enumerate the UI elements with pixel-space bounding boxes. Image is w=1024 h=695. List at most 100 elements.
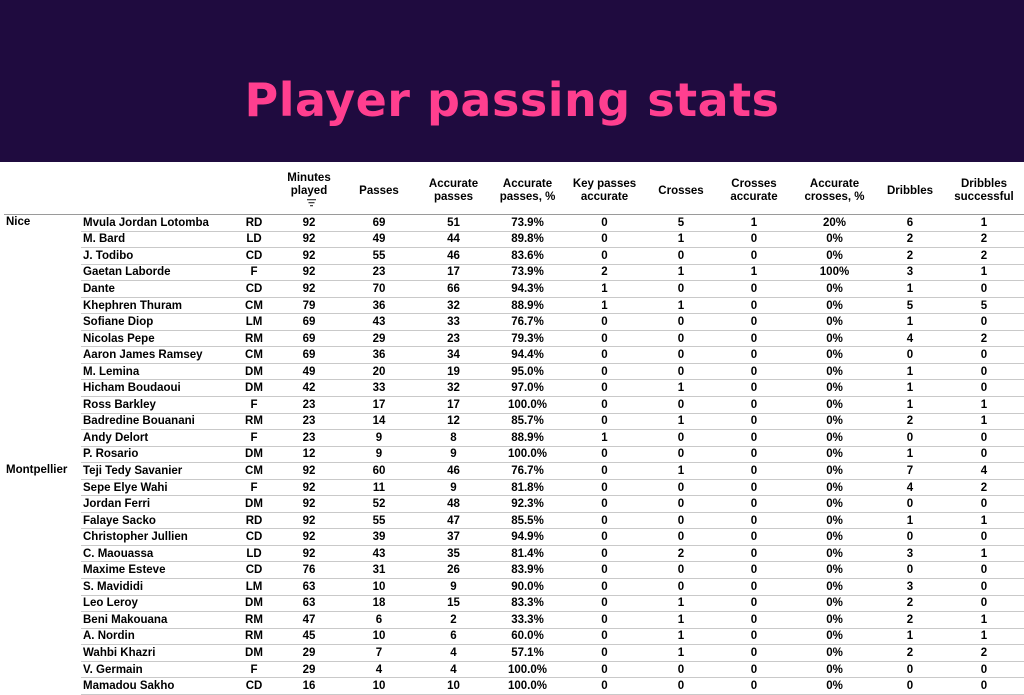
table-row[interactable]: Falaye Sacko RD 92 55 47 85.5% 0 0 0 0% 1 1	[4, 512, 1024, 530]
table-row[interactable]: M. Bard LD 92 49 44 89.8% 0 1 0 0% 2 2	[4, 231, 1024, 249]
stat-cell: 33	[344, 379, 414, 398]
table-row[interactable]: Montpellier Teji Tedy Savanier CM 92 60 46 76.…	[4, 462, 1024, 480]
column-header[interactable]: Dribbles	[876, 168, 944, 215]
table-row[interactable]: Aaron James Ramsey CM 69 36 34 94.4% 0 0 0 0% 0 0	[4, 346, 1024, 364]
stat-cell: 0	[715, 413, 793, 431]
position-cell: F	[234, 429, 274, 447]
stat-cell: 32	[414, 379, 493, 398]
column-header[interactable]: Accurate passes, %	[493, 168, 562, 215]
stat-cell: 9	[414, 479, 493, 497]
stat-cell: 63	[274, 595, 344, 613]
stat-cell: 5	[944, 297, 1024, 315]
stat-cell: 0	[715, 379, 793, 398]
player-name: C. Maouassa	[81, 545, 234, 563]
table-row[interactable]: A. Nordin RM 45 10 6 60.0% 0 1 0 0% 1 1	[4, 628, 1024, 646]
stat-cell: 0	[562, 396, 647, 414]
position-cell: F	[234, 479, 274, 497]
column-header[interactable]: Passes	[344, 168, 414, 215]
table-row[interactable]: Leo Leroy DM 63 18 15 83.3% 0 1 0 0% 2 0	[4, 595, 1024, 613]
table-row[interactable]: Maxime Esteve CD 76 31 26 83.9% 0 0 0 0% 0 0	[4, 561, 1024, 580]
stat-cell: 23	[344, 264, 414, 282]
table-row[interactable]: Khephren Thuram CM 79 36 32 88.9% 1 1 0 0% 5 5	[4, 297, 1024, 315]
table-row[interactable]: Nicolas Pepe RM 69 29 23 79.3% 0 0 0 0% 4 2	[4, 330, 1024, 348]
column-header[interactable]: Crosses accurate	[715, 168, 793, 215]
table-row[interactable]: Jordan Ferri DM 92 52 48 92.3% 0 0 0 0% 0 0	[4, 495, 1024, 513]
stat-cell: 1	[647, 413, 715, 431]
stat-cell: 0%	[793, 611, 876, 629]
stat-cell: 5	[876, 297, 944, 315]
table-row[interactable]: Wahbi Khazri DM 29 7 4 57.1% 0 1 0 0% 2 2	[4, 644, 1024, 662]
table-row[interactable]: Dante CD 92 70 66 94.3% 1 0 0 0% 1 0	[4, 280, 1024, 298]
sort-descending-icon[interactable]	[306, 198, 316, 207]
stat-cell: 0	[715, 661, 793, 679]
table-row[interactable]: Badredine Bouanani RM 23 14 12 85.7% 0 1 0 0% 2 1	[4, 413, 1024, 431]
stat-cell: 0	[562, 561, 647, 580]
stat-cell: 32	[414, 297, 493, 315]
player-name: Ross Barkley	[81, 396, 234, 414]
stat-cell: 0	[944, 595, 1024, 613]
stat-cell: 0	[715, 677, 793, 695]
column-header[interactable]: Accurate passes	[414, 168, 493, 215]
stat-cell: 73.9%	[493, 264, 562, 282]
table-row[interactable]: Mamadou Sakho CD 16 10 10 100.0% 0 0 0 0% 0 0	[4, 677, 1024, 695]
player-name: Sofiane Diop	[81, 313, 234, 331]
stat-cell: 1	[715, 214, 793, 232]
position-cell: F	[234, 264, 274, 282]
stat-cell: 69	[274, 313, 344, 331]
stat-cell: 0%	[793, 446, 876, 464]
position-cell: LD	[234, 231, 274, 249]
stat-cell: 1	[647, 611, 715, 629]
stat-cell: 85.7%	[493, 413, 562, 431]
stat-cell: 92	[274, 495, 344, 513]
stat-cell: 42	[274, 379, 344, 398]
table-row[interactable]: S. Mavididi LM 63 10 9 90.0% 0 0 0 0% 3 0	[4, 578, 1024, 596]
table-row[interactable]: Nice Mvula Jordan Lotomba RD 92 69 51 73.9% 0 5 1…	[4, 214, 1024, 232]
table-row[interactable]: M. Lemina DM 49 20 19 95.0% 0 0 0 0% 1 0	[4, 363, 1024, 381]
stat-cell: 1	[876, 379, 944, 398]
stat-cell: 19	[414, 363, 493, 381]
stat-cell: 7	[876, 462, 944, 480]
table-row[interactable]: Christopher Jullien CD 92 39 37 94.9% 0 0 0 0% 0 0	[4, 528, 1024, 546]
stat-cell: 0	[715, 611, 793, 629]
column-header[interactable]: Dribbles successful	[944, 168, 1024, 215]
stat-cell: 94.4%	[493, 346, 562, 364]
stat-cell: 0	[562, 379, 647, 398]
table-row[interactable]: C. Maouassa LD 92 43 35 81.4% 0 2 0 0% 3 1	[4, 545, 1024, 563]
stat-cell: 0%	[793, 231, 876, 249]
table-row[interactable]: Sofiane Diop LM 69 43 33 76.7% 0 0 0 0% 1 0	[4, 313, 1024, 331]
stat-cell: 1	[647, 297, 715, 315]
stat-cell: 20%	[793, 214, 876, 232]
stat-cell: 33.3%	[493, 611, 562, 629]
stat-cell: 0	[944, 495, 1024, 513]
table-row[interactable]: Sepe Elye Wahi F 92 11 9 81.8% 0 0 0 0% 4 2	[4, 479, 1024, 497]
table-row[interactable]: P. Rosario DM 12 9 9 100.0% 0 0 0 0% 1 0	[4, 446, 1024, 464]
table-row[interactable]: Ross Barkley F 23 17 17 100.0% 0 0 0 0% 1 1	[4, 396, 1024, 414]
table-row[interactable]: Gaetan Laborde F 92 23 17 73.9% 2 1 1 100% 3 1	[4, 264, 1024, 282]
stat-cell: 0	[647, 677, 715, 695]
table-row[interactable]: Andy Delort F 23 9 8 88.9% 1 0 0 0% 0 0	[4, 429, 1024, 447]
stat-cell: 51	[414, 214, 493, 232]
stat-cell: 0%	[793, 677, 876, 695]
stat-cell: 26	[414, 561, 493, 580]
player-name: Gaetan Laborde	[81, 264, 234, 282]
stat-cell: 0	[562, 512, 647, 530]
table-row[interactable]: V. Germain F 29 4 4 100.0% 0 0 0 0% 0 0	[4, 661, 1024, 679]
stat-cell: 88.9%	[493, 297, 562, 315]
column-header[interactable]: Accurate crosses, %	[793, 168, 876, 215]
table-row[interactable]: Hicham Boudaoui DM 42 33 32 97.0% 0 1 0 0% 1 0	[4, 379, 1024, 398]
stat-cell: 23	[414, 330, 493, 348]
position-cell: CM	[234, 297, 274, 315]
player-name: Christopher Jullien	[81, 528, 234, 546]
table-row[interactable]: J. Todibo CD 92 55 46 83.6% 0 0 0 0% 2 2	[4, 247, 1024, 265]
column-header[interactable]: Minutes played	[274, 168, 344, 215]
table-row[interactable]: Beni Makouana RM 47 6 2 33.3% 0 1 0 0% 2 1	[4, 611, 1024, 629]
stat-cell: 0	[715, 446, 793, 464]
stats-sheet: Minutes played Passes Accurate passes Ac…	[0, 162, 1024, 695]
stat-cell: 46	[414, 247, 493, 265]
team-name: Montpellier	[6, 463, 68, 476]
player-name: M. Lemina	[81, 363, 234, 381]
column-header[interactable]: Key passes accurate	[562, 168, 647, 215]
stat-cell: 0	[715, 462, 793, 480]
column-header[interactable]: Crosses	[647, 168, 715, 215]
stat-cell: 0	[715, 247, 793, 265]
